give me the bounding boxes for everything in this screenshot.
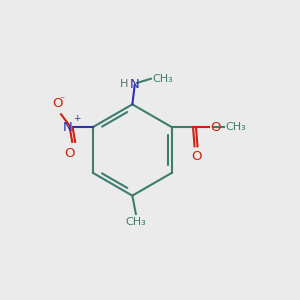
Text: N: N: [130, 77, 140, 91]
Text: +: +: [74, 114, 81, 123]
Text: N: N: [63, 121, 73, 134]
Text: O: O: [52, 97, 63, 110]
Text: CH₃: CH₃: [225, 122, 246, 132]
Text: O: O: [210, 121, 220, 134]
Text: CH₃: CH₃: [152, 74, 173, 84]
Text: O: O: [64, 147, 74, 160]
Text: H: H: [120, 79, 128, 89]
Text: O: O: [191, 150, 201, 163]
Text: ⁻: ⁻: [60, 95, 65, 105]
Text: CH₃: CH₃: [125, 217, 146, 227]
